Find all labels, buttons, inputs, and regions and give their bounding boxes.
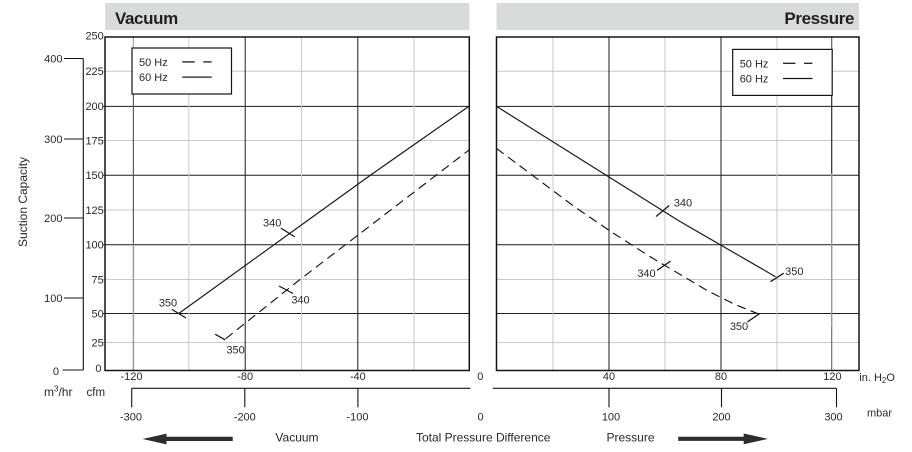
svg-text:Suction Capacity: Suction Capacity (16, 157, 30, 247)
svg-text:-40: -40 (350, 371, 366, 383)
svg-text:-200: -200 (234, 411, 256, 423)
svg-text:Vacuum: Vacuum (275, 431, 318, 445)
svg-text:0: 0 (477, 371, 483, 383)
svg-text:0: 0 (477, 411, 483, 423)
svg-text:340: 340 (263, 218, 281, 230)
svg-text:150: 150 (85, 170, 103, 182)
svg-text:350: 350 (159, 298, 177, 310)
svg-text:Pressure: Pressure (784, 9, 854, 28)
svg-text:200: 200 (44, 213, 62, 225)
svg-text:225: 225 (85, 66, 103, 78)
svg-text:50 Hz: 50 Hz (740, 59, 769, 71)
svg-text:250: 250 (85, 30, 103, 42)
svg-text:340: 340 (291, 294, 309, 306)
svg-text:350: 350 (226, 345, 244, 357)
svg-text:100: 100 (602, 411, 620, 423)
svg-text:340: 340 (674, 198, 692, 210)
svg-text:100: 100 (44, 293, 62, 305)
svg-text:mbar: mbar (867, 407, 892, 419)
svg-text:60 Hz: 60 Hz (139, 72, 168, 84)
svg-text:Total Pressure Difference: Total Pressure Difference (416, 431, 551, 445)
svg-text:50: 50 (92, 308, 104, 320)
svg-text:400: 400 (44, 53, 62, 65)
svg-text:-100: -100 (346, 411, 368, 423)
svg-text:m3/hr: m3/hr (44, 384, 72, 399)
svg-text:60 Hz: 60 Hz (740, 74, 769, 86)
svg-text:120: 120 (823, 371, 841, 383)
svg-text:50 Hz: 50 Hz (139, 57, 168, 69)
svg-text:cfm: cfm (87, 387, 106, 399)
svg-text:0: 0 (53, 366, 59, 378)
svg-text:0: 0 (95, 363, 101, 375)
svg-text:300: 300 (824, 411, 842, 423)
svg-text:75: 75 (92, 274, 104, 286)
svg-text:40: 40 (603, 371, 615, 383)
svg-text:Vacuum: Vacuum (115, 9, 178, 28)
svg-text:350: 350 (785, 266, 803, 278)
svg-text:350: 350 (730, 321, 748, 333)
svg-text:in. H2O: in. H2O (859, 372, 895, 385)
svg-text:100: 100 (85, 240, 103, 252)
svg-text:25: 25 (92, 337, 104, 349)
svg-text:300: 300 (44, 134, 62, 146)
svg-text:Pressure: Pressure (606, 431, 654, 445)
svg-text:175: 175 (85, 135, 103, 147)
svg-text:125: 125 (85, 205, 103, 217)
svg-text:340: 340 (637, 268, 655, 280)
svg-text:-300: -300 (120, 411, 142, 423)
svg-text:80: 80 (715, 371, 727, 383)
svg-text:-80: -80 (237, 371, 253, 383)
svg-text:-120: -120 (120, 371, 142, 383)
svg-text:200: 200 (85, 101, 103, 113)
svg-text:200: 200 (712, 411, 730, 423)
